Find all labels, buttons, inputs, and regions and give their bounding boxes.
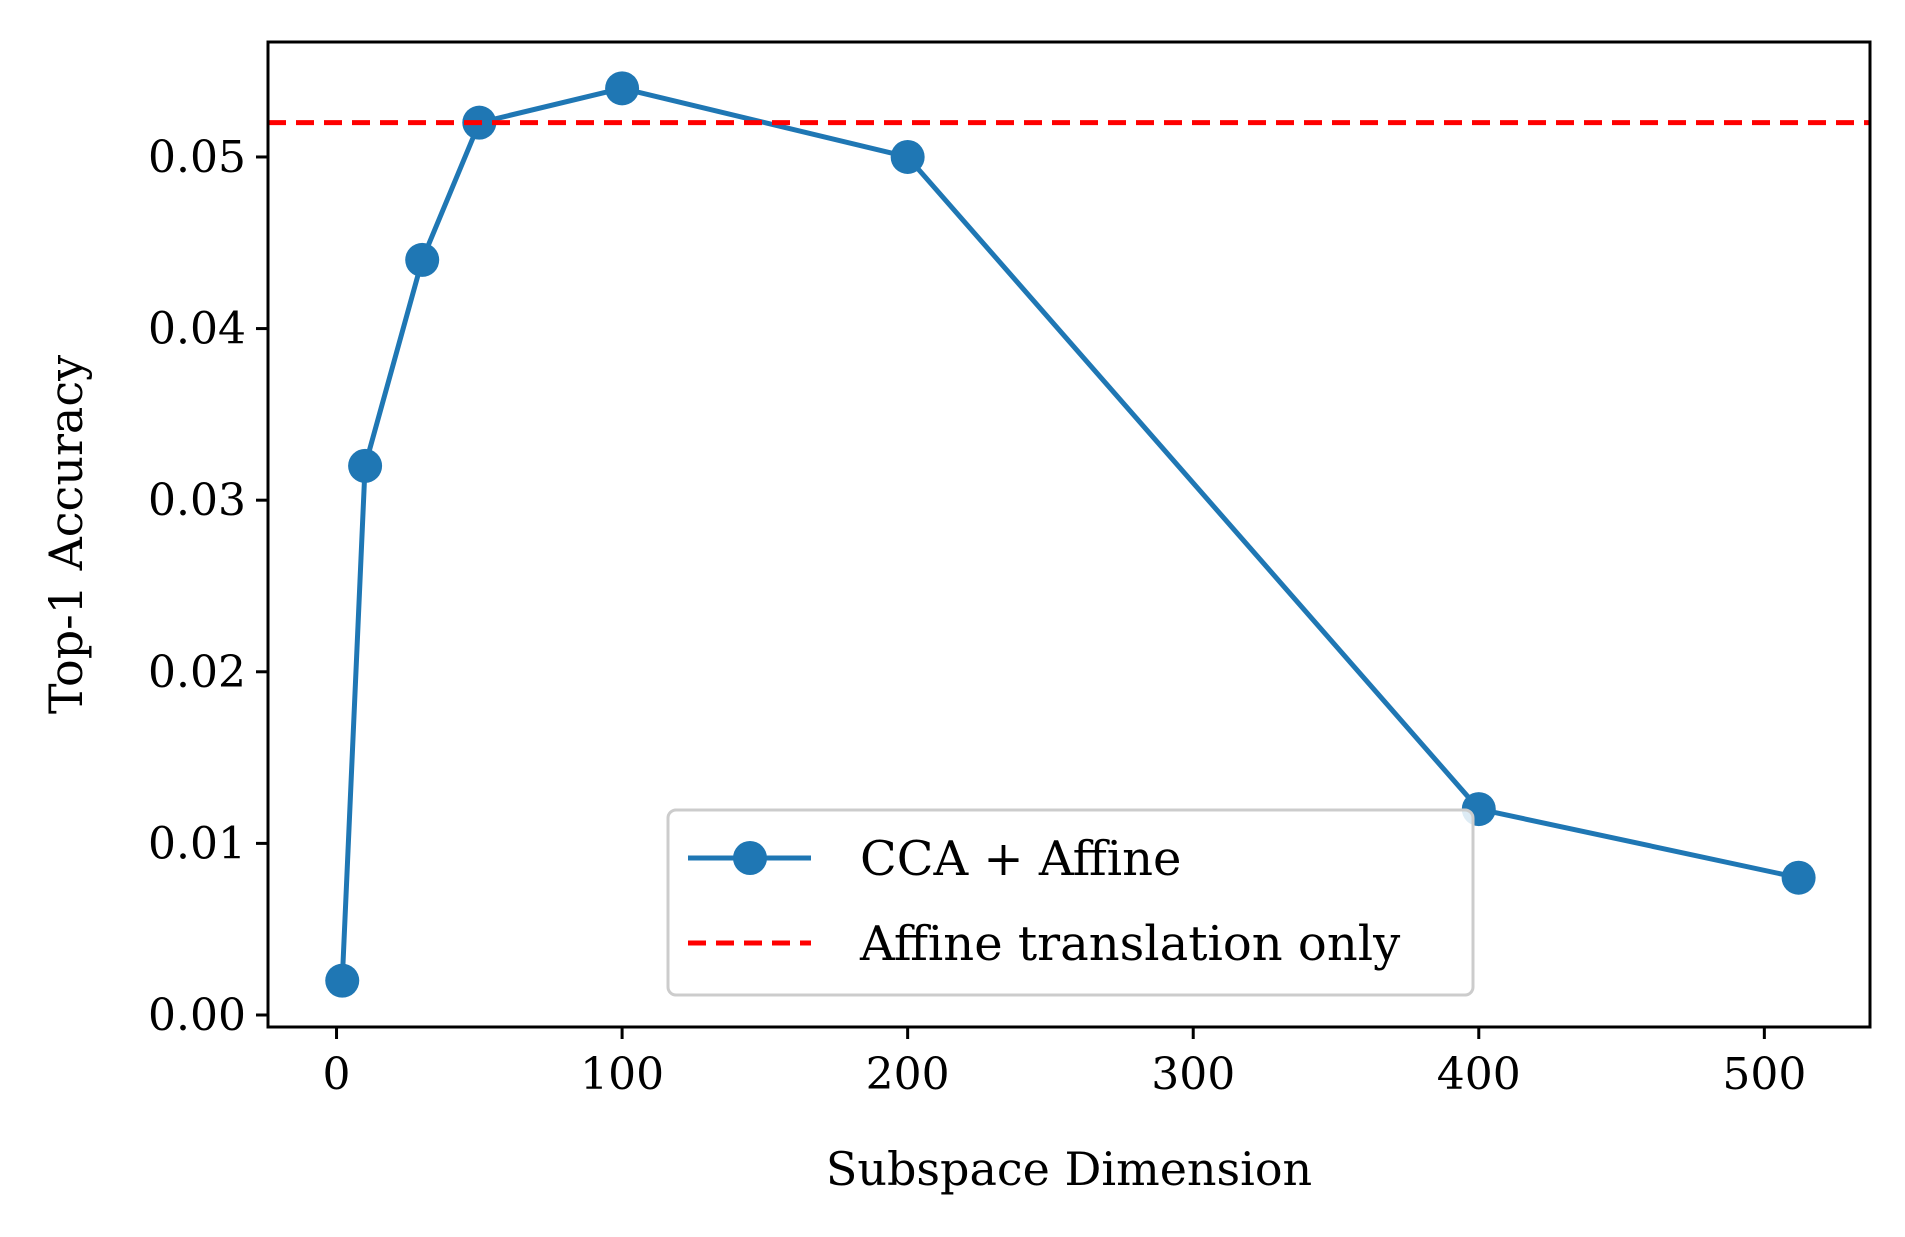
data-point-cca-affine-30 xyxy=(405,242,440,277)
legend: CCA + Affine Affine translation only xyxy=(666,808,1475,997)
x-tick-label: 100 xyxy=(580,1049,664,1100)
series-line-cca-affine xyxy=(339,85,1800,981)
legend-label-affine-translation: Affine translation only xyxy=(859,916,1400,972)
data-point-cca-affine-100 xyxy=(605,71,640,106)
x-axis-label: Subspace Dimension xyxy=(826,1142,1312,1196)
y-tick-label: 0.02 xyxy=(148,647,246,698)
x-tick-label: 200 xyxy=(866,1049,950,1100)
y-tick-label: 0.05 xyxy=(148,132,246,183)
y-axis-label: Top-1 Accuracy xyxy=(39,355,93,714)
data-point-cca-affine-512 xyxy=(1781,860,1816,895)
x-tick-label: 400 xyxy=(1437,1049,1521,1100)
y-tick-label: 0.04 xyxy=(148,304,246,355)
x-axis: 0 100 200 300 400 500 xyxy=(323,1027,1806,1100)
y-tick-label: 0.01 xyxy=(148,818,246,869)
legend-box xyxy=(666,808,1475,997)
legend-label-cca-affine: CCA + Affine xyxy=(860,831,1181,887)
data-point-cca-affine-200 xyxy=(890,139,925,174)
legend-swatch-cca-affine-marker xyxy=(733,841,767,875)
y-tick-label: 0.00 xyxy=(148,990,246,1041)
data-point-cca-affine-10 xyxy=(348,448,383,483)
x-tick-label: 500 xyxy=(1722,1049,1806,1100)
y-tick-label: 0.03 xyxy=(148,475,246,526)
y-axis: 0.00 0.01 0.02 0.03 0.04 0.05 xyxy=(148,132,268,1041)
data-layer xyxy=(268,71,1870,998)
x-tick-label: 0 xyxy=(323,1049,351,1100)
data-point-cca-affine-2 xyxy=(325,963,360,998)
plot-area-frame xyxy=(266,40,1872,1029)
x-tick-label: 300 xyxy=(1151,1049,1235,1100)
